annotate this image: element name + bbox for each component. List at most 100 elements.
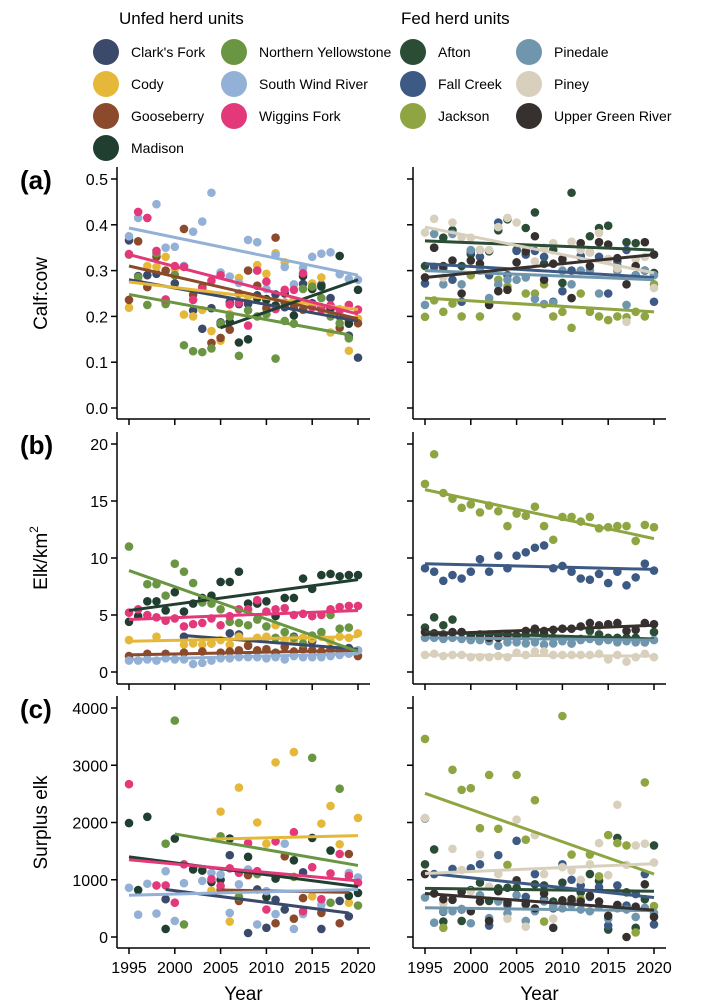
data-point-clark-s-fork <box>280 905 290 914</box>
data-point-jackson <box>548 312 558 321</box>
data-point-jackson <box>420 479 430 489</box>
data-point-piney <box>594 228 604 238</box>
data-point-piney <box>429 214 439 224</box>
data-point-northern-yellowstone <box>243 620 253 630</box>
data-point-gooseberry <box>344 849 354 859</box>
data-point-south-wind-river <box>289 924 299 934</box>
data-point-pinedale <box>429 918 439 927</box>
data-point-madison <box>353 570 363 580</box>
data-point-fall-creek <box>512 551 521 561</box>
data-point-northern-yellowstone <box>170 716 180 725</box>
data-point-wiggins-fork <box>207 276 216 285</box>
data-point-piney <box>631 841 640 850</box>
data-point-clark-s-fork <box>225 850 235 860</box>
data-point-fall-creek <box>558 286 567 296</box>
legend-label: Fall Creek <box>438 76 503 92</box>
legend-item-gooseberry: Gooseberry <box>93 103 204 129</box>
legend-label: Madison <box>131 140 184 156</box>
data-point-jackson <box>640 520 650 530</box>
data-point-fall-creek <box>512 246 521 256</box>
panel-tag: (b) <box>20 430 53 460</box>
data-point-wiggins-fork <box>152 881 161 890</box>
data-point-fall-creek <box>567 567 576 576</box>
data-point-madison <box>289 311 299 320</box>
data-point-pinedale <box>594 289 604 298</box>
data-point-upper-green-river <box>585 261 595 271</box>
data-point-jackson <box>576 289 586 298</box>
legend-group-fed: Fed herd units Afton Fall Creek Jackson Pine… <box>400 9 672 129</box>
legend-title: Unfed herd units <box>119 9 244 28</box>
trend-line-south-wind-river <box>128 887 359 897</box>
data-point-wiggins-fork <box>289 285 299 295</box>
data-point-clark-s-fork <box>262 923 271 933</box>
trend-line-piney <box>424 653 655 658</box>
y-axis-title: Elk/km2 <box>27 526 52 590</box>
data-point-northern-yellowstone <box>335 784 344 794</box>
data-point-cody <box>225 640 235 649</box>
data-point-fall-creek <box>613 881 622 890</box>
data-point-fall-creek <box>448 275 457 285</box>
trend-lines <box>128 832 359 915</box>
data-point-south-wind-river <box>170 916 180 926</box>
data-point-wiggins-fork <box>161 881 170 890</box>
data-point-upper-green-river <box>567 293 576 303</box>
data-point-cody <box>179 310 189 319</box>
trend-lines <box>128 226 359 337</box>
data-point-wiggins-fork <box>344 871 354 881</box>
y-tick-label: 15 <box>90 494 108 511</box>
data-point-madison <box>353 285 363 295</box>
legend-item-jackson: Jackson <box>400 103 489 129</box>
data-point-jackson <box>585 307 595 317</box>
data-point-jackson <box>493 506 503 516</box>
data-point-wiggins-fork <box>243 321 253 330</box>
legend-label: Pinedale <box>554 44 609 60</box>
data-point-jackson <box>420 734 430 744</box>
data-point-afton <box>585 869 595 879</box>
data-point-south-wind-river <box>234 880 244 889</box>
data-point-pinedale <box>429 229 439 239</box>
data-point-fall-creek <box>640 559 650 568</box>
data-point-piney <box>484 245 494 255</box>
data-point-wiggins-fork <box>353 305 363 314</box>
data-point-south-wind-river <box>161 866 170 876</box>
data-point-fall-creek <box>484 567 494 576</box>
data-point-clark-s-fork <box>197 324 207 334</box>
data-point-upper-green-river <box>631 625 640 635</box>
data-point-northern-yellowstone <box>307 282 317 291</box>
data-point-madison <box>317 570 326 580</box>
data-point-fall-creek <box>475 252 485 262</box>
data-point-upper-green-river <box>622 280 631 289</box>
data-point-wiggins-fork <box>326 869 335 878</box>
legend-swatch-piney <box>516 71 542 97</box>
data-point-northern-yellowstone <box>298 284 308 294</box>
y-tick-label: 10 <box>90 551 108 568</box>
data-point-pinedale <box>466 245 476 255</box>
data-point-gooseberry <box>298 893 308 903</box>
data-point-upper-green-river <box>493 286 503 296</box>
data-point-northern-yellowstone <box>326 898 335 907</box>
scatter-points <box>124 716 363 938</box>
data-point-jackson <box>475 312 485 321</box>
data-point-upper-green-river <box>521 247 531 256</box>
data-point-wiggins-fork <box>335 849 344 859</box>
data-point-madison <box>344 570 354 580</box>
data-point-gooseberry <box>124 295 134 305</box>
data-point-fall-creek <box>530 869 540 879</box>
trend-line-south-wind-river <box>128 652 359 661</box>
x-tick-label: 2000 <box>157 960 193 977</box>
data-point-wiggins-fork <box>280 603 290 613</box>
data-point-south-wind-river <box>307 252 317 262</box>
data-point-fall-creek <box>539 541 549 550</box>
data-point-piney <box>603 870 613 880</box>
data-point-jackson <box>466 783 476 793</box>
data-point-south-wind-river <box>143 879 152 889</box>
data-point-fall-creek <box>420 563 430 573</box>
data-point-wiggins-fork <box>307 611 317 621</box>
legend-swatch-pinedale <box>516 39 542 65</box>
y-tick-label: 4000 <box>72 701 108 718</box>
data-point-piney <box>594 838 604 848</box>
data-point-fall-creek <box>649 920 659 929</box>
data-point-pinedale <box>493 280 503 289</box>
data-point-south-wind-river <box>188 659 198 669</box>
data-point-wiggins-fork <box>289 827 299 837</box>
